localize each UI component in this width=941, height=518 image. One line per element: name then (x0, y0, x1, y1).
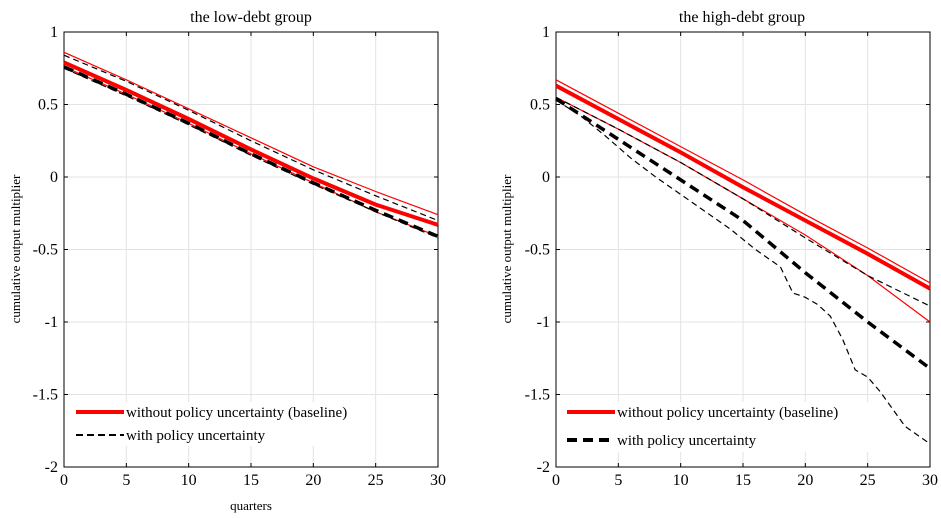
series-line-estimate-0 (555, 83, 931, 291)
panel-high-debt: the high-debt group cumulative output mu… (499, 9, 938, 489)
y-tick-label: 0 (50, 169, 58, 186)
ticks: 0 5 10 15 20 25 30 -2 -1.5 -1 -0.5 0 0.5 1 (525, 24, 938, 489)
y-axis-label: cumulative output multiplier (8, 174, 23, 323)
y-tick-label: -0.5 (33, 242, 58, 259)
x-tick-label: 5 (614, 472, 622, 489)
x-tick-label: 30 (922, 472, 938, 489)
x-tick-label: 30 (430, 472, 446, 489)
x-tick-label: 0 (552, 472, 560, 489)
series-line-upper-band-4 (63, 54, 439, 222)
y-tick-label: -2 (45, 459, 58, 476)
legend: without policy uncertainty (baseline) wi… (72, 402, 364, 446)
legend-label-uncertainty: with policy uncertainty (126, 428, 266, 444)
legend-box (72, 402, 364, 446)
panel-title: the low-debt group (190, 9, 312, 26)
y-tick-label: -1.5 (33, 387, 58, 404)
series-line-upper-band-1 (555, 79, 931, 284)
series (63, 51, 439, 239)
legend-label-baseline: without policy uncertainty (baseline) (617, 405, 838, 421)
x-tick-label: 15 (735, 472, 751, 489)
grid (555, 31, 931, 468)
y-tick-label: -0.5 (525, 242, 550, 259)
x-tick-label: 0 (60, 472, 68, 489)
y-tick-label: 1 (50, 24, 58, 41)
x-axis-label: quarters (230, 498, 272, 513)
x-tick-label: 20 (305, 472, 321, 489)
panel-title: the high-debt group (679, 9, 805, 26)
grid (63, 31, 439, 468)
x-tick-label: 10 (181, 472, 197, 489)
x-tick-label: 25 (860, 472, 876, 489)
series-line-upper-band-1 (63, 51, 439, 216)
y-tick-label: 0.5 (38, 97, 58, 114)
y-tick-label: 1 (542, 24, 550, 41)
panel-low-debt: the low-debt group cumulative output mul… (8, 9, 446, 513)
y-tick-label: 0 (542, 169, 550, 186)
x-tick-label: 25 (368, 472, 384, 489)
legend-label-uncertainty: with policy uncertainty (617, 433, 757, 449)
series-line-lower-band-5 (63, 67, 439, 239)
series-line-estimate-3 (63, 65, 439, 239)
series-line-upper-band-4 (555, 96, 931, 307)
series-line-estimate-0 (63, 60, 439, 227)
x-tick-label: 10 (673, 472, 689, 489)
legend-label-baseline: without policy uncertainty (baseline) (126, 405, 347, 421)
y-axis-label: cumulative output multiplier (499, 174, 514, 323)
series-line-lower-band-5 (555, 99, 931, 445)
y-tick-label: -1.5 (525, 387, 550, 404)
y-tick-label: -2 (537, 459, 550, 476)
ticks: 0 5 10 15 20 25 30 -2 -1.5 -1 -0.5 0 0.5 1 (33, 24, 446, 489)
y-tick-label: -1 (45, 314, 58, 331)
series (555, 79, 932, 445)
y-tick-label: 0.5 (530, 97, 550, 114)
x-tick-label: 5 (122, 472, 130, 489)
x-tick-label: 20 (797, 472, 813, 489)
y-tick-label: -1 (537, 314, 550, 331)
x-tick-label: 15 (243, 472, 259, 489)
legend: without policy uncertainty (baseline) wi… (563, 402, 871, 452)
